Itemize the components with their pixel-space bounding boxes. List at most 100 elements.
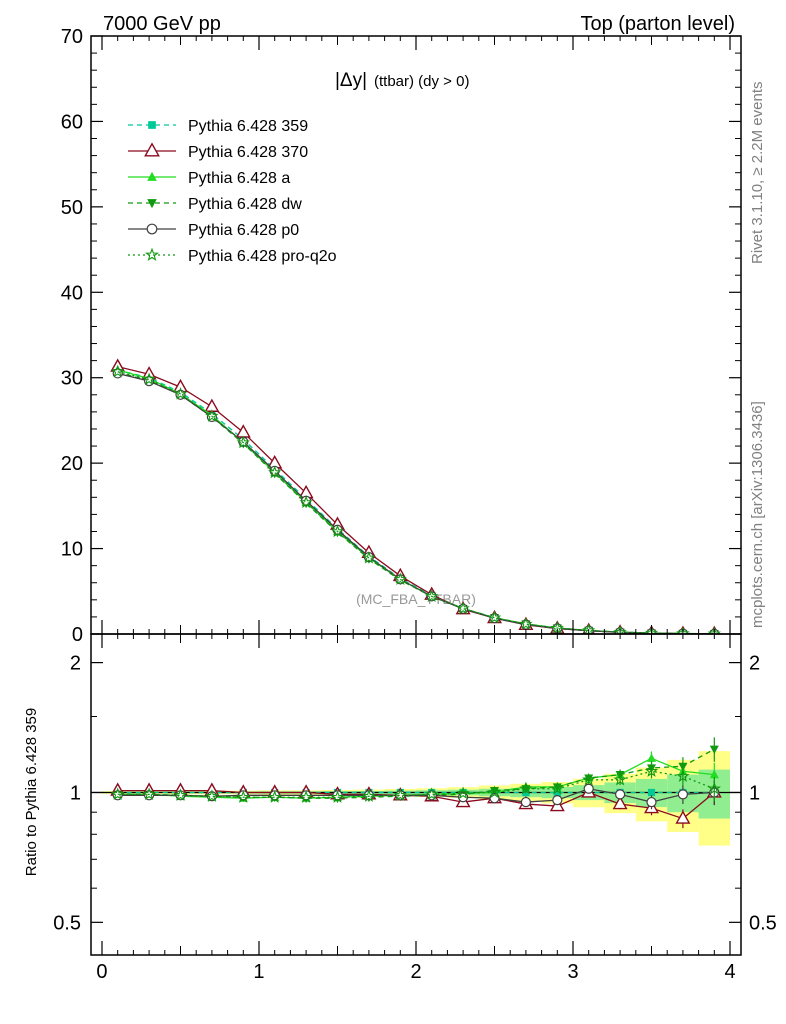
ratio-point-sproq2o (425, 787, 439, 801)
ratio-point-sp0 (677, 789, 689, 800)
xtick-label: 2 (410, 961, 421, 983)
ratio-point-sp0 (646, 796, 657, 808)
ratio-point-sproq2o (550, 781, 564, 795)
data-point-sproq2o (362, 550, 376, 564)
ratio-point-s370 (612, 795, 628, 810)
ratio-point-sdw (709, 745, 719, 755)
ratio-point-sproq2o (142, 787, 156, 801)
ratio-point-sproq2o (644, 764, 659, 777)
ratio-panel-series (110, 737, 722, 829)
ratio-series-sproq2o (111, 764, 721, 803)
legend-marker-sdw (147, 199, 157, 209)
ratio-point-s370 (675, 810, 691, 824)
main-ytick-label: 30 (61, 368, 83, 390)
ratio-point-sp0 (520, 796, 532, 808)
ratio-ylabel: Ratio to Pythia 6.428 359 (23, 708, 40, 876)
data-point-sproq2o (393, 572, 407, 585)
ratio-point-sproq2o (173, 788, 188, 801)
legend-marker-s359 (148, 121, 156, 129)
plot-title-main: |Δy| (335, 70, 367, 91)
ratio-point-sproq2o (613, 772, 627, 786)
ratio-point-sproq2o (582, 772, 596, 786)
ratio-point-sproq2o (676, 769, 690, 782)
data-point-sproq2o (425, 589, 439, 603)
ratio-line-sp0 (117, 788, 715, 803)
ratio-point-sproq2o (456, 786, 470, 800)
ratio-point-sa (709, 769, 719, 779)
ratio-point-sproq2o (393, 788, 407, 801)
ratio-point-sp0 (583, 783, 594, 794)
legend: Pythia 6.428 359 Pythia 6.428 370 Pythia 6… (128, 118, 337, 265)
main-panel-series (110, 358, 721, 634)
ratio-ytick-label-left: 0.5 (53, 912, 81, 934)
main-ytick-label: 20 (61, 453, 83, 475)
axis-ticks: 0 10 20 30 40 50 60 70 0 1 2 3 4 0.5 0.5 1 1 2 2 (53, 26, 777, 983)
legend-label-s370: Pythia 6.428 370 (188, 144, 308, 161)
ratio-point-sa (647, 753, 657, 762)
xtick-label: 3 (567, 961, 578, 983)
ratio-point-sproq2o (299, 790, 313, 803)
ratio-point-sproq2o (236, 790, 250, 803)
data-point-sproq2o (330, 524, 345, 538)
ratio-point-sp0 (552, 795, 563, 806)
data-point-sproq2o (173, 386, 188, 400)
main-ytick-label: 10 (61, 539, 83, 561)
header-left: 7000 GeV pp (103, 13, 221, 35)
ratio-point-sproq2o (519, 781, 533, 795)
main-ytick-label: 70 (61, 26, 83, 48)
legend-entry: Pythia 6.428 p0 (128, 222, 299, 239)
ratio-point-sdw (678, 762, 688, 772)
ratio-point-sproq2o (330, 790, 345, 803)
legend-label-sa: Pythia 6.428 a (188, 170, 290, 187)
legend-label-sdw: Pythia 6.428 dw (188, 196, 302, 213)
ratio-point-s359 (647, 788, 656, 797)
ratio-point-sproq2o (111, 787, 125, 801)
xtick-label: 0 (96, 961, 107, 983)
plot-title-sub: (ttbar) (dy > 0) (374, 73, 469, 90)
ratio-ytick-label-right: 0.5 (749, 912, 777, 934)
ratio-point-sproq2o (707, 781, 721, 795)
data-point-sproq2o (487, 610, 502, 624)
ratio-ytick-label-right: 1 (749, 782, 760, 804)
xtick-label: 4 (724, 961, 735, 983)
data-point-sproq2o (111, 364, 125, 378)
side-text-rivet: Rivet 3.1.10, ≥ 2.2M events (749, 82, 766, 265)
data-point-sproq2o (205, 409, 219, 422)
legend-marker-s370 (144, 142, 160, 157)
main-ytick-label: 40 (61, 282, 83, 304)
data-point-sproq2o (142, 372, 156, 386)
header-right: Top (parton level) (580, 13, 735, 35)
data-point-sproq2o (613, 625, 627, 634)
main-ytick-label: 0 (72, 624, 83, 646)
ratio-ytick-label-right: 2 (749, 653, 760, 675)
legend-marker-sp0 (146, 223, 158, 235)
series-sproq2o (111, 364, 721, 634)
ratio-point-sp0 (615, 789, 626, 800)
xtick-label: 1 (253, 961, 264, 983)
ratio-ytick-label-left: 1 (70, 782, 81, 804)
ratio-point-sproq2o (362, 789, 376, 802)
ratio-point-s359 (553, 788, 561, 797)
legend-label-sp0: Pythia 6.428 p0 (188, 222, 299, 239)
legend-entry: Pythia 6.428 dw (128, 196, 302, 213)
series-line-sp0 (117, 372, 715, 634)
side-text-mcplots: mcplots.cern.ch [arXiv:1306.3436] (749, 401, 766, 628)
main-ytick-label: 50 (61, 197, 83, 219)
data-point-sproq2o (519, 617, 533, 630)
ratio-point-sproq2o (205, 789, 219, 802)
data-point-sproq2o (236, 435, 250, 449)
legend-entry: Pythia 6.428 a (128, 170, 290, 187)
legend-marker-sproq2o (145, 247, 159, 261)
data-point-sproq2o (707, 626, 721, 634)
legend-marker-sa (147, 171, 157, 181)
ratio-point-sproq2o (268, 790, 282, 803)
main-ytick-label: 60 (61, 111, 83, 133)
legend-label-s359: Pythia 6.428 359 (188, 118, 308, 135)
legend-entry: Pythia 6.428 370 (128, 142, 308, 161)
data-point-sproq2o (676, 626, 690, 634)
legend-label-sproq2o: Pythia 6.428 pro-q2o (188, 248, 337, 265)
ratio-point-sdw (490, 787, 500, 796)
ratio-point-sproq2o (487, 785, 502, 799)
legend-entry: Pythia 6.428 359 (128, 118, 308, 135)
